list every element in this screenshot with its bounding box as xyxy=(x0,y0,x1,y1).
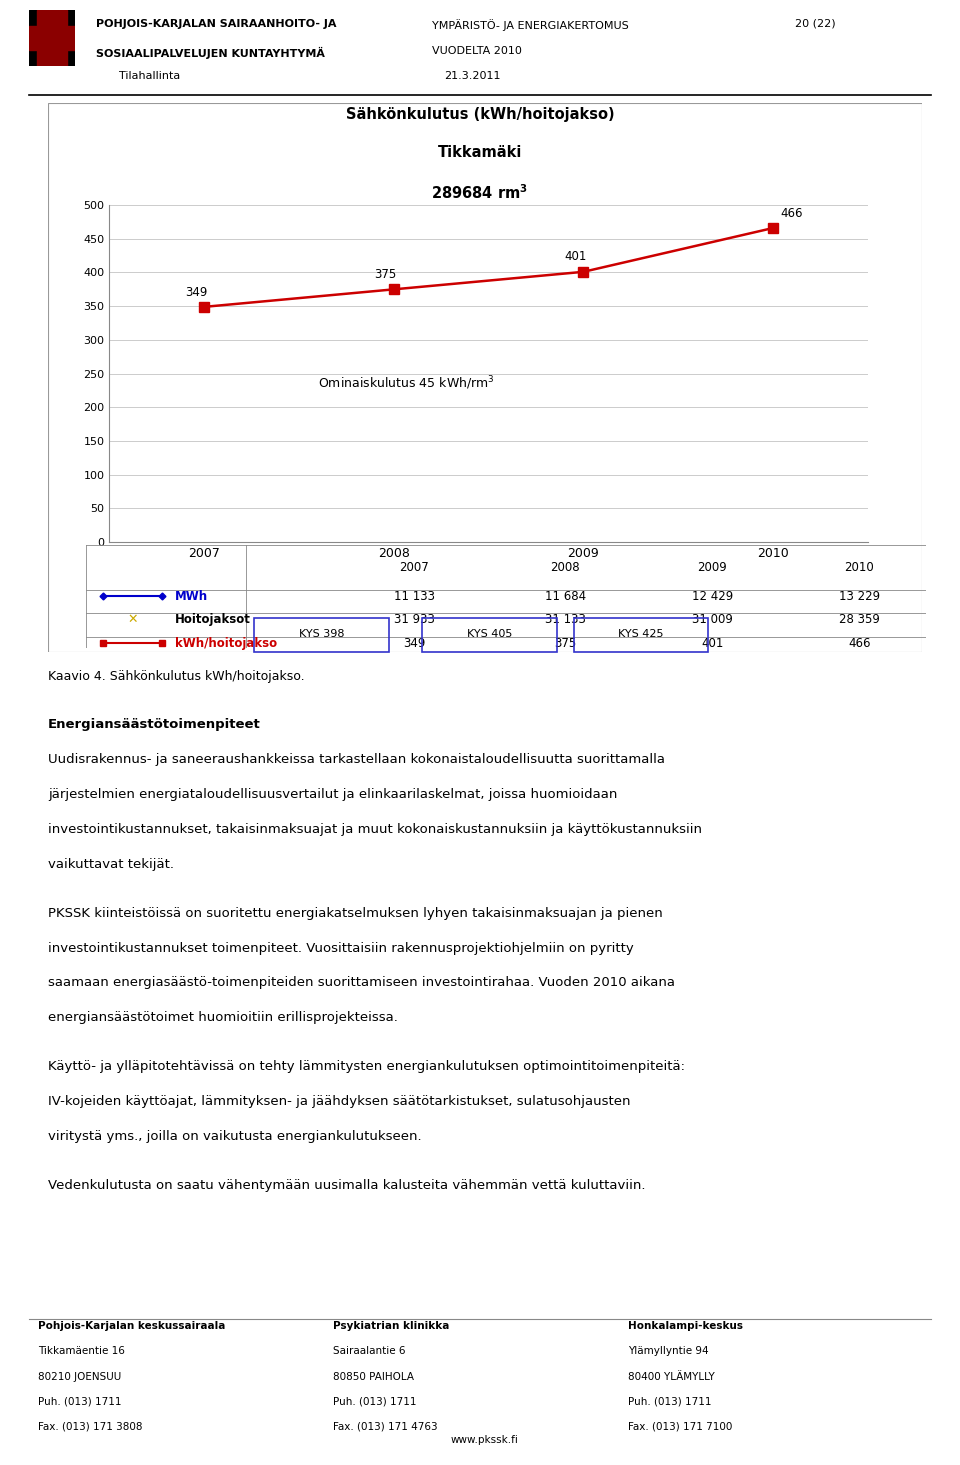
Text: 375: 375 xyxy=(554,637,576,650)
Text: 31 009: 31 009 xyxy=(692,614,732,627)
Text: Ominaiskulutus 45 kWh/rm$\mathregular{^3}$: Ominaiskulutus 45 kWh/rm$\mathregular{^3… xyxy=(318,375,494,393)
Text: investointikustannukset, takaisinmaksuajat ja muut kokonaiskustannuksiin ja käyt: investointikustannukset, takaisinmaksuaj… xyxy=(48,823,702,837)
Text: 80210 JOENSUU: 80210 JOENSUU xyxy=(38,1371,122,1381)
Text: 401: 401 xyxy=(564,251,587,264)
Text: PKSSK kiinteistöissä on suoritettu energiakatselmuksen lyhyen takaisinmaksuajan : PKSSK kiinteistöissä on suoritettu energ… xyxy=(48,907,662,920)
Text: Sähkönkulutus (kWh/hoitojakso): Sähkönkulutus (kWh/hoitojakso) xyxy=(346,107,614,122)
Text: Kaavio 4. Sähkönkulutus kWh/hoitojakso.: Kaavio 4. Sähkönkulutus kWh/hoitojakso. xyxy=(48,671,304,683)
Text: Käyttö- ja ylläpitotehtävissä on tehty lämmitysten energiankulutuksen optimointi: Käyttö- ja ylläpitotehtävissä on tehty l… xyxy=(48,1061,685,1074)
Text: YMPÄRISTÖ- JA ENERGIAKERTOMUS: YMPÄRISTÖ- JA ENERGIAKERTOMUS xyxy=(432,19,629,31)
Text: Puh. (013) 1711: Puh. (013) 1711 xyxy=(38,1396,122,1406)
Text: viritystä yms., joilla on vaikutusta energiankulutukseen.: viritystä yms., joilla on vaikutusta ene… xyxy=(48,1130,421,1143)
Text: 11 133: 11 133 xyxy=(394,590,435,602)
Text: www.pkssk.fi: www.pkssk.fi xyxy=(451,1436,518,1446)
Text: Puh. (013) 1711: Puh. (013) 1711 xyxy=(333,1396,417,1406)
Text: 401: 401 xyxy=(701,637,724,650)
Text: Puh. (013) 1711: Puh. (013) 1711 xyxy=(628,1396,711,1406)
Text: järjestelmien energiataloudellisuusvertailut ja elinkaarilaskelmat, joissa huomi: järjestelmien energiataloudellisuusverta… xyxy=(48,788,617,801)
Text: VUODELTA 2010: VUODELTA 2010 xyxy=(432,47,522,57)
Text: 12 429: 12 429 xyxy=(691,590,732,602)
Text: Tikkamäki: Tikkamäki xyxy=(438,145,522,160)
Text: Sairaalantie 6: Sairaalantie 6 xyxy=(333,1346,405,1357)
Text: kWh/hoitojakso: kWh/hoitojakso xyxy=(175,637,276,650)
Text: 20 (22): 20 (22) xyxy=(795,19,835,29)
Text: KYS 425: KYS 425 xyxy=(618,628,663,639)
Text: 466: 466 xyxy=(780,207,803,220)
Text: Honkalampi-keskus: Honkalampi-keskus xyxy=(628,1321,743,1332)
Text: 349: 349 xyxy=(184,286,207,299)
Text: Vedenkulutusta on saatu vähentymään uusimalla kalusteita vähemmän vettä kuluttav: Vedenkulutusta on saatu vähentymään uusi… xyxy=(48,1179,645,1191)
Text: SOSIAALIPALVELUJEN KUNTAYHTYMÄ: SOSIAALIPALVELUJEN KUNTAYHTYMÄ xyxy=(96,47,324,59)
Text: Fax. (013) 171 4763: Fax. (013) 171 4763 xyxy=(333,1421,438,1431)
Text: IV-kojeiden käyttöajat, lämmityksen- ja jäähdyksen säätötarkistukset, sulatusohj: IV-kojeiden käyttöajat, lämmityksen- ja … xyxy=(48,1094,631,1108)
Bar xyxy=(37,10,66,66)
Text: 375: 375 xyxy=(374,268,396,281)
Text: vaikuttavat tekijät.: vaikuttavat tekijät. xyxy=(48,857,174,870)
Text: 80400 YLÄMYLLY: 80400 YLÄMYLLY xyxy=(628,1371,714,1381)
Text: MWh: MWh xyxy=(175,590,207,602)
Text: Pohjois-Karjalan keskussairaala: Pohjois-Karjalan keskussairaala xyxy=(38,1321,226,1332)
Text: Tikkamäentie 16: Tikkamäentie 16 xyxy=(38,1346,125,1357)
Text: 289684 rm$\mathregular{^3}$: 289684 rm$\mathregular{^3}$ xyxy=(431,183,529,202)
Text: Tilahallinta: Tilahallinta xyxy=(119,72,180,81)
Text: 349: 349 xyxy=(403,637,425,650)
Text: 11 684: 11 684 xyxy=(544,590,586,602)
Text: KYS 405: KYS 405 xyxy=(467,628,513,639)
Text: POHJOIS-KARJALAN SAIRAANHOITO- JA: POHJOIS-KARJALAN SAIRAANHOITO- JA xyxy=(96,19,337,29)
Text: energiansäästötoimet huomioitiin erillisprojekteissa.: energiansäästötoimet huomioitiin erillis… xyxy=(48,1011,397,1024)
Text: Ylämyllyntie 94: Ylämyllyntie 94 xyxy=(628,1346,708,1357)
Text: 13 229: 13 229 xyxy=(839,590,879,602)
Text: 2010: 2010 xyxy=(845,561,874,574)
Text: 21.3.2011: 21.3.2011 xyxy=(444,72,500,81)
Text: 31 933: 31 933 xyxy=(394,614,435,627)
Text: Energiansäästötoimenpiteet: Energiansäästötoimenpiteet xyxy=(48,718,261,731)
Text: 31 133: 31 133 xyxy=(544,614,586,627)
Text: 2007: 2007 xyxy=(399,561,429,574)
Text: 2009: 2009 xyxy=(697,561,727,574)
Text: 28 359: 28 359 xyxy=(839,614,879,627)
Text: 2008: 2008 xyxy=(550,561,580,574)
Text: Uudisrakennus- ja saneeraushankkeissa tarkastellaan kokonaistaloudellisuutta suo: Uudisrakennus- ja saneeraushankkeissa ta… xyxy=(48,753,665,766)
Text: KYS 398: KYS 398 xyxy=(299,628,345,639)
Text: Fax. (013) 171 3808: Fax. (013) 171 3808 xyxy=(38,1421,143,1431)
Text: Psykiatrian klinikka: Psykiatrian klinikka xyxy=(333,1321,449,1332)
Text: Hoitojaksot: Hoitojaksot xyxy=(175,614,251,627)
Text: ✕: ✕ xyxy=(128,614,138,627)
Bar xyxy=(29,26,75,50)
Text: 80850 PAIHOLA: 80850 PAIHOLA xyxy=(333,1371,414,1381)
Text: Fax. (013) 171 7100: Fax. (013) 171 7100 xyxy=(628,1421,732,1431)
Text: 466: 466 xyxy=(848,637,871,650)
Text: investointikustannukset toimenpiteet. Vuosittaisiin rakennusprojektiohjelmiin on: investointikustannukset toimenpiteet. Vu… xyxy=(48,942,634,955)
Text: saamaan energiasäästö-toimenpiteiden suorittamiseen investointirahaa. Vuoden 201: saamaan energiasäästö-toimenpiteiden suo… xyxy=(48,976,675,989)
